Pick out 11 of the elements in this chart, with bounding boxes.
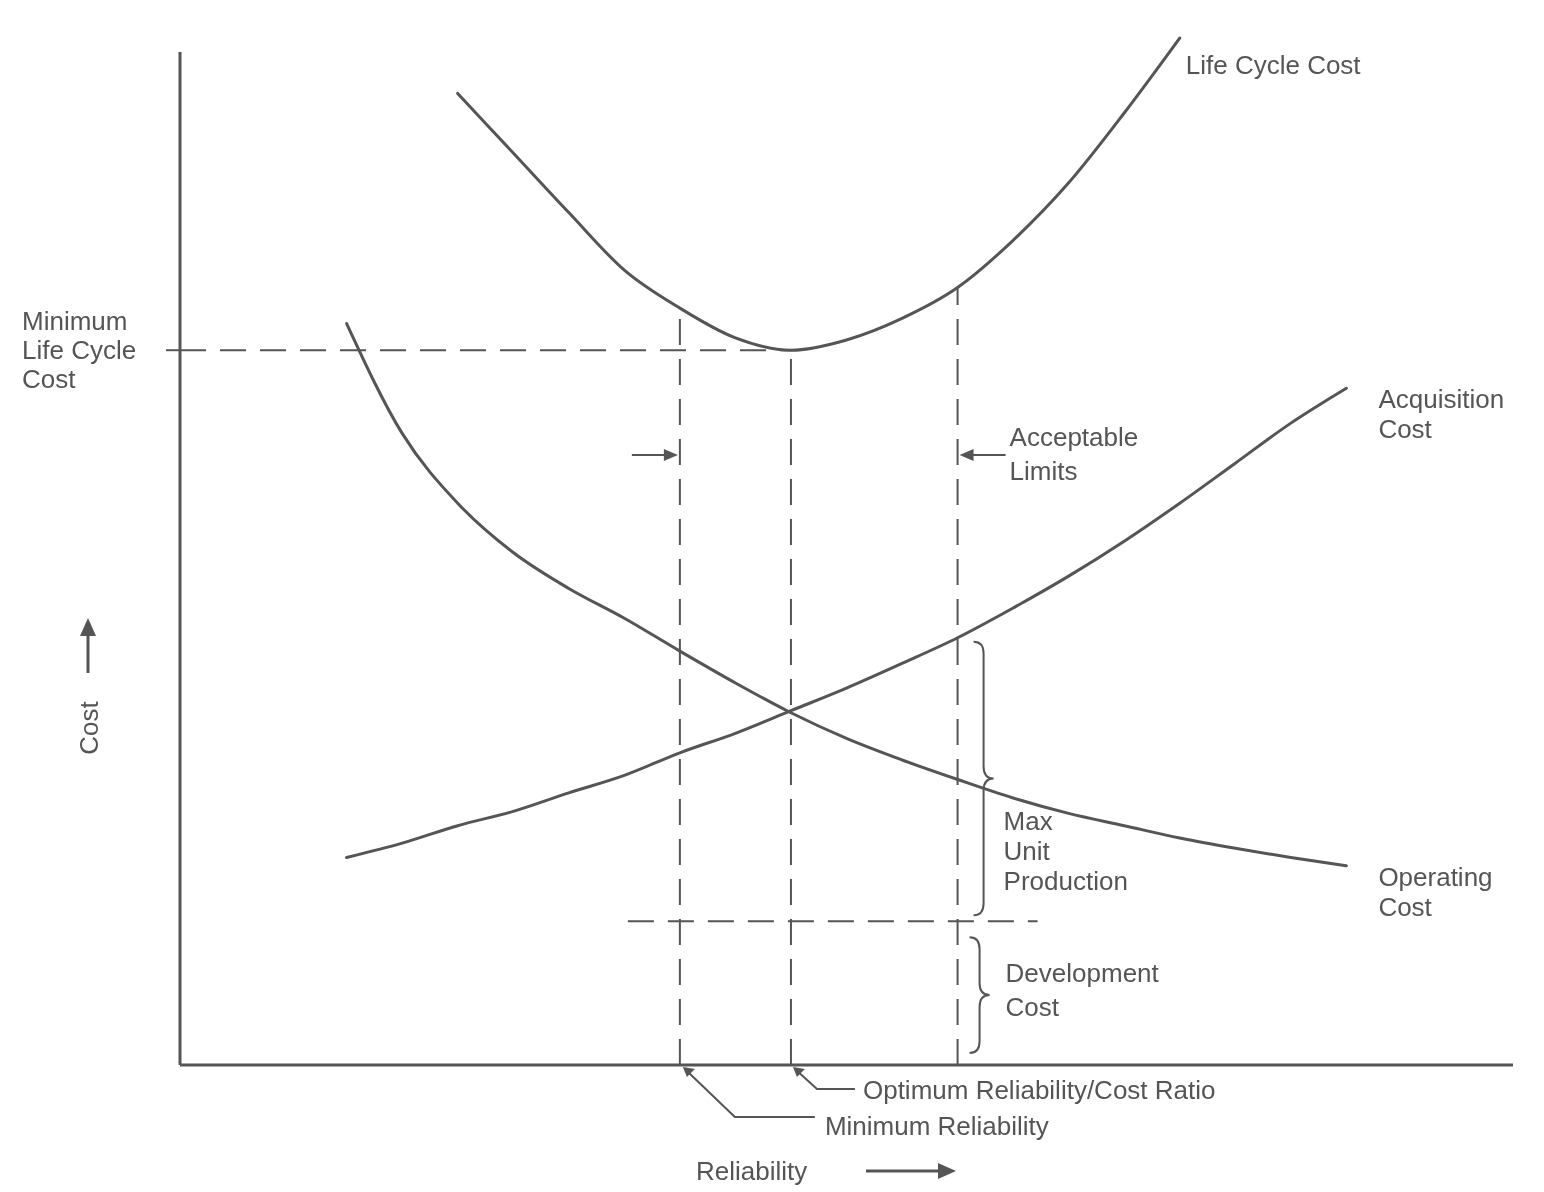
x-axis-title: Reliability — [696, 1156, 808, 1186]
series-label: Acquisition Cost — [1378, 384, 1505, 445]
text: Minimum Reliability — [824, 1111, 1049, 1141]
text: Optimum Reliability/Cost Ratio — [862, 1075, 1216, 1105]
annotation: Development Cost — [1005, 958, 1160, 1023]
annotation: Max Unit Production — [1003, 805, 1128, 896]
series-label: Life Cycle Cost — [1185, 50, 1362, 80]
ref-line-label: Minimum Life Cycle Cost — [22, 306, 137, 395]
series-label: Operating Cost — [1378, 861, 1493, 922]
y-axis-title: Cost — [74, 700, 104, 755]
annotation: Acceptable Limits — [1009, 422, 1139, 486]
